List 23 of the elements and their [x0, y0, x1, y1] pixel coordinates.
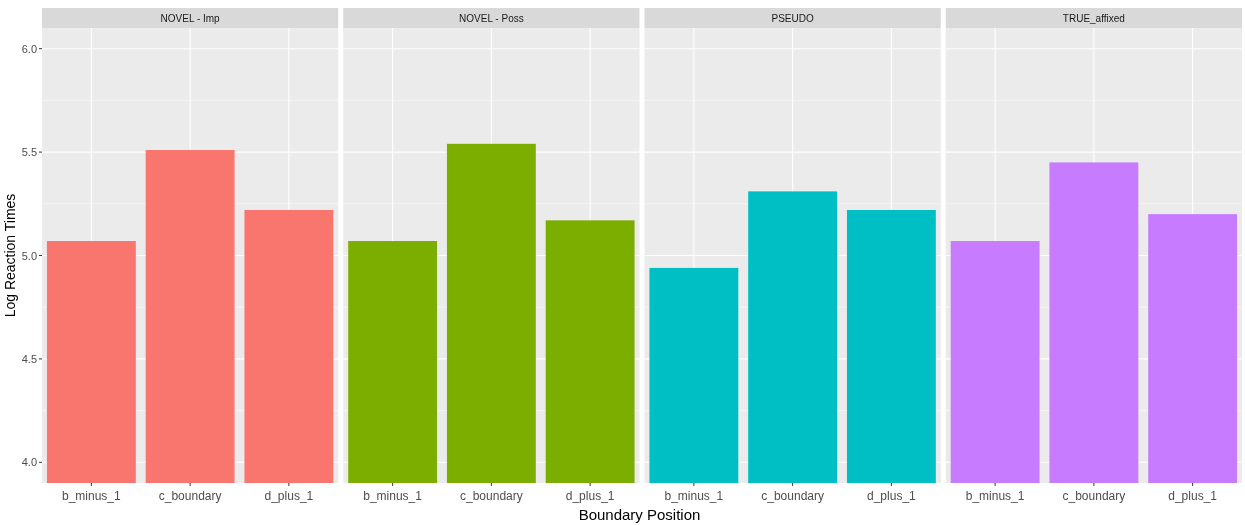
- x-tick-label: c_boundary: [158, 489, 222, 503]
- y-tick-label: 6.0: [21, 42, 37, 55]
- x-tick-label: c_boundary: [460, 489, 523, 503]
- chart-title: NOVEL - Imp: [160, 12, 221, 24]
- chart-title: TRUE_affixed: [1062, 12, 1125, 24]
- y-tick-label: 4.5: [21, 352, 37, 365]
- y-axis-title: Log Reaction Times: [2, 193, 18, 318]
- x-tick-label: b_minus_1: [363, 489, 423, 503]
- chart-title: PSEUDO: [771, 12, 814, 24]
- y-tick-label: 5.5: [21, 146, 37, 159]
- x-tick-label: c_boundary: [761, 489, 824, 503]
- x-tick-label: b_minus_1: [965, 489, 1025, 503]
- x-tick-label: b_minus_1: [664, 489, 724, 503]
- x-tick-label: c_boundary: [1062, 489, 1126, 503]
- x-tick-label: b_minus_1: [62, 489, 122, 503]
- x-tick-label: d_plus_1: [264, 489, 314, 503]
- x-axis-title: Boundary Position: [578, 506, 701, 523]
- chart-title: NOVEL - Poss: [459, 12, 524, 24]
- y-tick-label: 4.0: [21, 456, 37, 469]
- x-tick-label: d_plus_1: [1168, 489, 1218, 503]
- y-tick-label: 5.0: [21, 249, 37, 262]
- x-tick-label: d_plus_1: [565, 489, 615, 503]
- x-tick-label: d_plus_1: [867, 489, 917, 503]
